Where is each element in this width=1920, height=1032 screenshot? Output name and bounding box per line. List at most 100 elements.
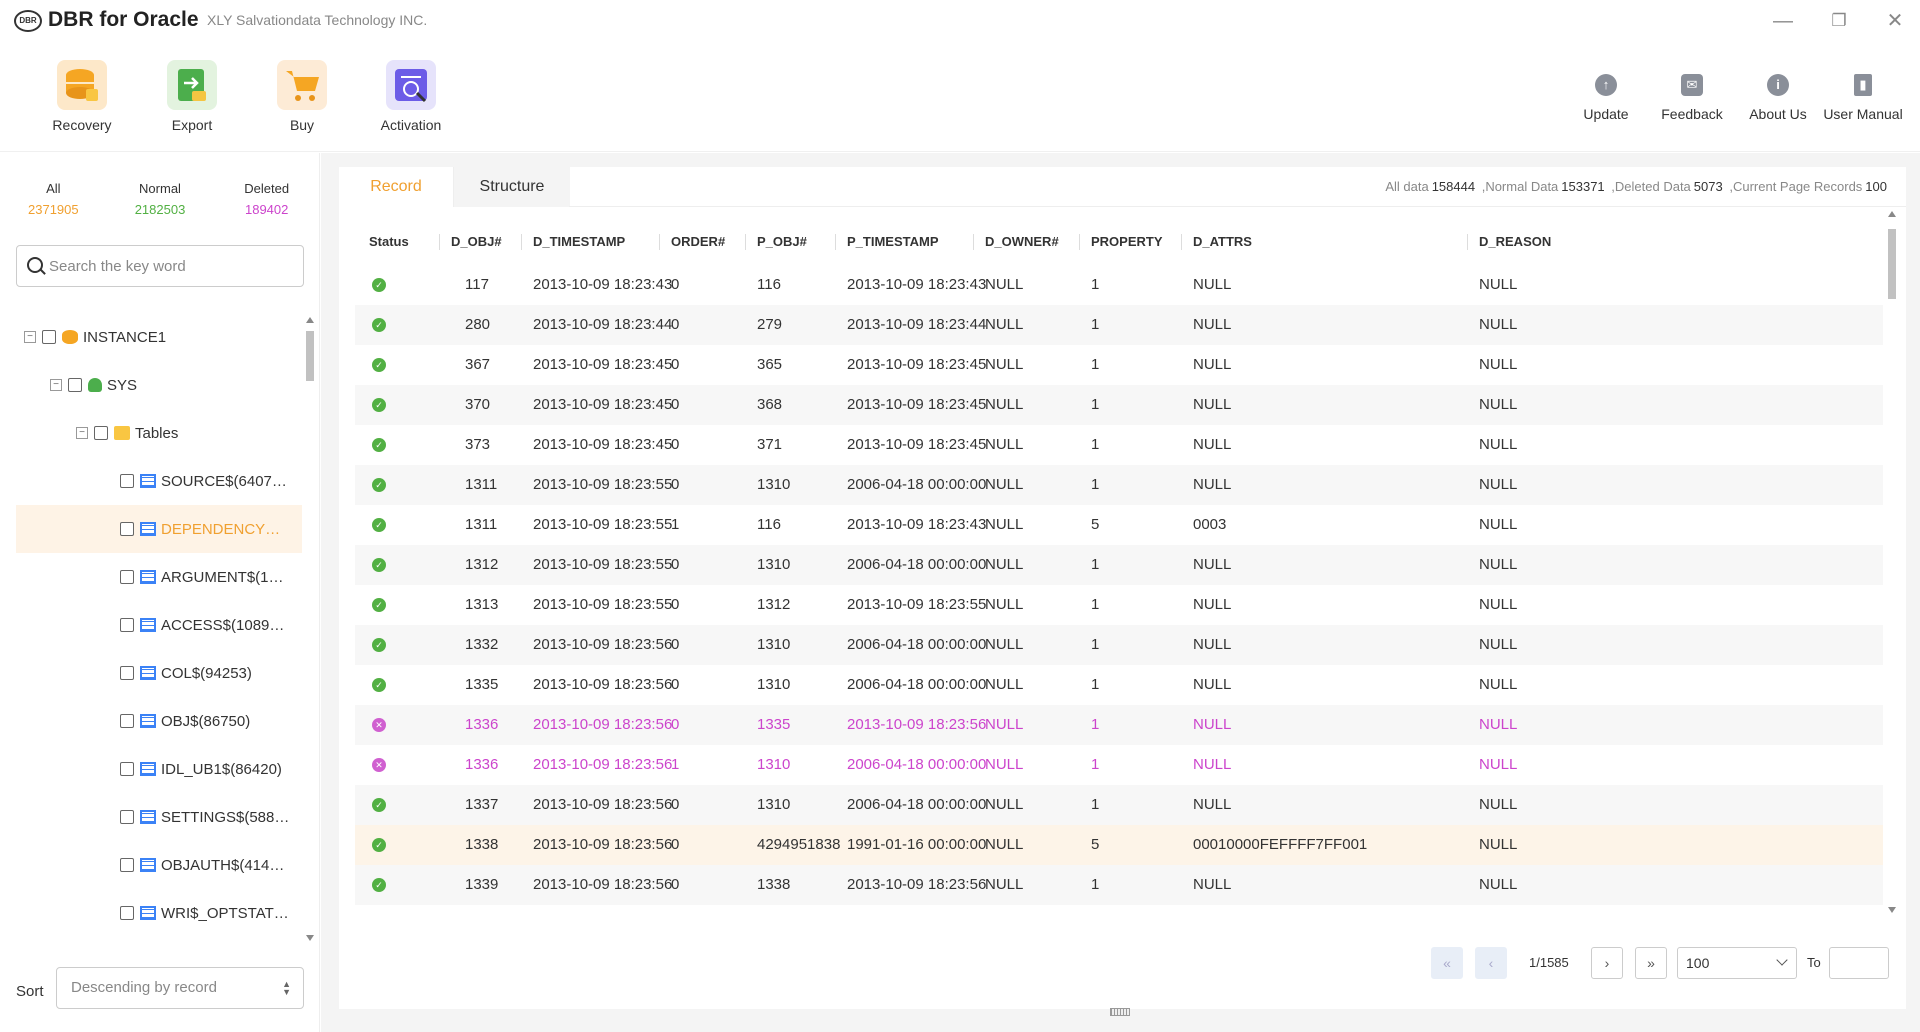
table-row[interactable]: ✓ 367 2013-10-09 18:23:45 0 365 2013-10-09 18… (355, 345, 1883, 385)
tree-node-instance[interactable]: − INSTANCE1 (24, 313, 166, 361)
table-cell: 1332 (465, 636, 499, 653)
page-size-select[interactable]: 100 (1677, 947, 1797, 979)
table-row[interactable]: ✓ 1335 2013-10-09 18:23:56 0 1310 2006-04-18 … (355, 665, 1883, 705)
tree-checkbox[interactable] (120, 714, 134, 728)
tree-checkbox[interactable] (94, 426, 108, 440)
column-header[interactable]: D_OBJ# (451, 234, 502, 249)
tree-checkbox[interactable] (120, 618, 134, 632)
tree-checkbox[interactable] (120, 906, 134, 920)
column-divider[interactable] (439, 234, 440, 250)
activation-button[interactable]: Activation (356, 60, 466, 133)
column-header[interactable]: ORDER# (671, 234, 726, 249)
column-divider[interactable] (1467, 234, 1468, 250)
scroll-down-icon[interactable] (306, 935, 314, 941)
scroll-up-icon[interactable] (1888, 211, 1896, 217)
column-header[interactable]: D_TIMESTAMP (533, 234, 626, 249)
first-page-button[interactable]: « (1431, 947, 1463, 979)
column-divider[interactable] (1079, 234, 1080, 250)
sidebar: All 2371905 Normal 2182503 Deleted 18940… (0, 153, 320, 1032)
table-row[interactable]: ✓ 1312 2013-10-09 18:23:55 0 1310 2006-04-18 … (355, 545, 1883, 585)
column-header[interactable]: D_OWNER# (985, 234, 1059, 249)
tree-checkbox[interactable] (120, 570, 134, 584)
tab-structure[interactable]: Structure (453, 167, 570, 207)
tree-node-table[interactable]: DEPENDENCY… (16, 505, 302, 553)
tree-node-schema[interactable]: − SYS (50, 361, 137, 409)
column-header[interactable]: PROPERTY (1091, 234, 1163, 249)
sidebar-scrollbar[interactable] (304, 313, 316, 945)
tree-node-table[interactable]: OBJAUTH$(414… (16, 841, 302, 889)
collapse-icon[interactable]: − (76, 427, 88, 439)
collapse-icon[interactable]: − (50, 379, 62, 391)
table-row[interactable]: ✓ 1313 2013-10-09 18:23:55 0 1312 2013-10-09 … (355, 585, 1883, 625)
table-row[interactable]: ✓ 1339 2013-10-09 18:23:56 0 1338 2013-10-09 … (355, 865, 1883, 905)
tree-node-table[interactable]: OBJ$(86750) (16, 697, 302, 745)
scroll-thumb[interactable] (306, 331, 314, 381)
sort-select[interactable]: Descending by record ▲ ▼ (56, 967, 304, 1009)
column-divider[interactable] (745, 234, 746, 250)
feedback-button[interactable]: ✉ Feedback (1649, 74, 1735, 122)
column-divider[interactable] (835, 234, 836, 250)
prev-page-button[interactable]: ‹ (1475, 947, 1507, 979)
column-divider[interactable] (659, 234, 660, 250)
about-button[interactable]: i About Us (1735, 74, 1821, 122)
table-row[interactable]: ✓ 370 2013-10-09 18:23:45 0 368 2013-10-09 18… (355, 385, 1883, 425)
table-row[interactable]: ✕ 1336 2013-10-09 18:23:56 0 1335 2013-10-09 … (355, 705, 1883, 745)
next-page-button[interactable]: › (1591, 947, 1623, 979)
column-divider[interactable] (973, 234, 974, 250)
tree-checkbox[interactable] (120, 522, 134, 536)
tab-record[interactable]: Record (370, 178, 422, 195)
deleted-count[interactable]: Deleted 189402 (213, 181, 320, 217)
tree-node-table[interactable]: ARGUMENT$(1… (16, 553, 302, 601)
table-row[interactable]: ✓ 1311 2013-10-09 18:23:55 0 1310 2006-04-18 … (355, 465, 1883, 505)
tree-checkbox[interactable] (120, 474, 134, 488)
close-button[interactable]: ✕ (1886, 10, 1904, 32)
column-header[interactable]: Status (369, 234, 409, 249)
goto-page-input[interactable] (1829, 947, 1889, 979)
update-button[interactable]: ↑ Update (1563, 74, 1649, 122)
column-header[interactable]: D_ATTRS (1193, 234, 1252, 249)
export-button[interactable]: Export (137, 60, 247, 133)
tree-node-table[interactable]: SOURCE$(6407… (16, 457, 302, 505)
search-input[interactable] (49, 252, 299, 280)
table-row[interactable]: ✓ 1337 2013-10-09 18:23:56 0 1310 2006-04-18 … (355, 785, 1883, 825)
restore-button[interactable]: ❐ (1831, 11, 1847, 30)
tree-node-table[interactable]: SETTINGS$(588… (16, 793, 302, 841)
collapse-icon[interactable]: − (24, 331, 36, 343)
column-header[interactable]: D_REASON (1479, 234, 1552, 249)
column-header[interactable]: P_OBJ# (757, 234, 807, 249)
table-cell: 365 (757, 356, 783, 373)
table-row[interactable]: ✓ 1332 2013-10-09 18:23:56 0 1310 2006-04-18 … (355, 625, 1883, 665)
buy-button[interactable]: Buy (247, 60, 357, 133)
table-row[interactable]: ✓ 373 2013-10-09 18:23:45 0 371 2013-10-09 18… (355, 425, 1883, 465)
tree-checkbox[interactable] (68, 378, 82, 392)
scroll-thumb[interactable] (1888, 229, 1896, 299)
table-row[interactable]: ✓ 1338 2013-10-09 18:23:56 0 4294951838 1991-… (355, 825, 1883, 865)
scroll-down-icon[interactable] (1888, 907, 1896, 913)
resize-grip-icon[interactable] (1110, 1008, 1130, 1016)
table-row[interactable]: ✕ 1336 2013-10-09 18:23:56 1 1310 2006-04-18 … (355, 745, 1883, 785)
column-divider[interactable] (521, 234, 522, 250)
recovery-button[interactable]: Recovery (27, 60, 137, 133)
table-scrollbar[interactable] (1885, 207, 1899, 917)
tree-checkbox[interactable] (120, 762, 134, 776)
column-header[interactable]: P_TIMESTAMP (847, 234, 939, 249)
tree-checkbox[interactable] (120, 858, 134, 872)
column-divider[interactable] (1181, 234, 1182, 250)
tree-checkbox[interactable] (120, 810, 134, 824)
table-row[interactable]: ✓ 1311 2013-10-09 18:23:55 1 116 2013-10-09 1… (355, 505, 1883, 545)
tree-node-table[interactable]: IDL_UB1$(86420) (16, 745, 302, 793)
last-page-button[interactable]: » (1635, 947, 1667, 979)
tree-checkbox[interactable] (120, 666, 134, 680)
user-manual-button[interactable]: ▮ User Manual (1820, 74, 1906, 122)
tree-node-table[interactable]: ACCESS$(1089… (16, 601, 302, 649)
normal-count[interactable]: Normal 2182503 (107, 181, 214, 217)
minimize-button[interactable]: — (1773, 10, 1793, 32)
table-row[interactable]: ✓ 117 2013-10-09 18:23:43 0 116 2013-10-09 18… (355, 265, 1883, 305)
tree-node-tables[interactable]: − Tables (76, 409, 178, 457)
tree-checkbox[interactable] (42, 330, 56, 344)
tree-node-table[interactable]: COL$(94253) (16, 649, 302, 697)
table-row[interactable]: ✓ 280 2013-10-09 18:23:44 0 279 2013-10-09 18… (355, 305, 1883, 345)
tree-node-table[interactable]: WRI$_OPTSTAT… (16, 889, 302, 937)
all-count[interactable]: All 2371905 (0, 181, 107, 217)
scroll-up-icon[interactable] (306, 317, 314, 323)
